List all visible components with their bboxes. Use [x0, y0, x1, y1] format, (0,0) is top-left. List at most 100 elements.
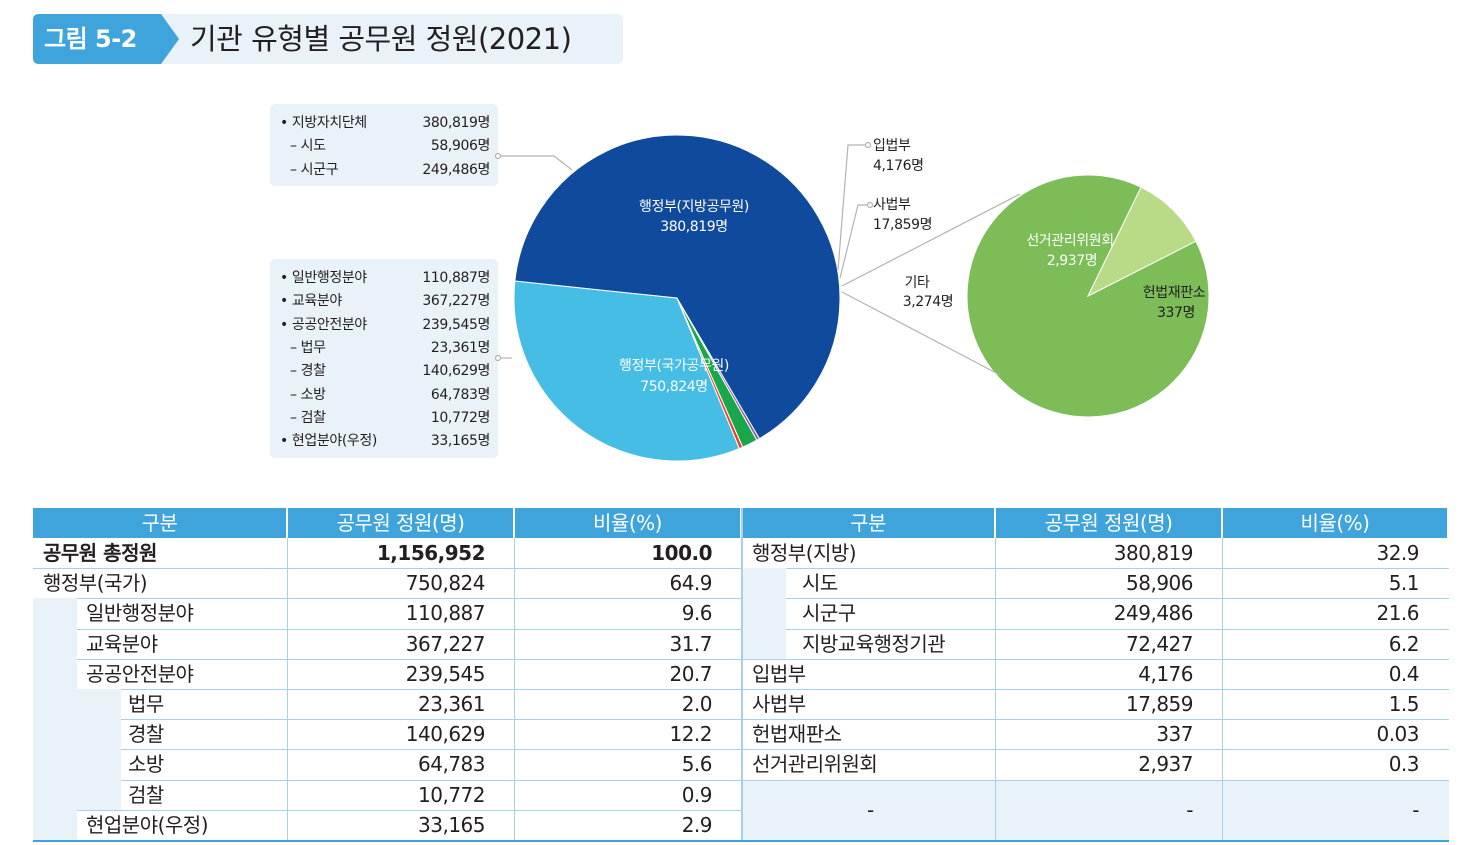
table-row-ratio: 100.0	[651, 541, 712, 565]
table-row-label: 지방교육행정기관	[802, 631, 946, 656]
national-government-info-box: • 일반행정분야 110,887명 • 교육분야 367,227명 • 공공안전분야 23…	[270, 259, 498, 458]
info-row: – 시군구 249,486명	[270, 159, 498, 181]
info-row-label: • 지방자치단체	[280, 115, 367, 131]
leader-dot	[864, 141, 872, 149]
table-row-value: 367,227	[405, 631, 486, 656]
row-divider	[77, 598, 742, 600]
info-row-value: 380,819명	[422, 115, 490, 131]
info-row-value: 140,629명	[422, 363, 490, 380]
info-row: • 공공안전분야 239,545명	[270, 314, 498, 336]
info-row-value: 367,227명	[422, 293, 490, 310]
table-row-value: 33,165	[418, 812, 485, 837]
leader-judicial	[839, 204, 870, 279]
slice-label-value: 3,274명	[903, 294, 954, 310]
row-divider	[742, 658, 1449, 660]
row-divider	[77, 809, 742, 811]
table-row-ratio: 32.9	[1376, 541, 1419, 565]
table-row-value: 337	[1156, 722, 1193, 747]
info-row-label: – 경찰	[290, 363, 326, 380]
info-row: • 교육분야 367,227명	[270, 290, 498, 312]
info-row-value: 23,361명	[430, 339, 490, 356]
figure-number: 그림 5-2	[44, 25, 137, 53]
info-row-label: • 일반행정분야	[280, 270, 367, 286]
table-row-value: 140,629	[405, 722, 486, 747]
table-row-ratio: 0.9	[681, 782, 713, 807]
indent-band	[77, 689, 121, 810]
table-row-ratio: 0.03	[1376, 722, 1419, 747]
column-divider	[1222, 538, 1223, 840]
pie-slice	[514, 134, 841, 440]
table-row-value: 72,427	[1126, 631, 1193, 656]
slice-label-value: 750,824명	[640, 379, 708, 395]
info-row: • 지방자치단체 380,819명	[270, 112, 498, 134]
row-divider	[742, 779, 1449, 781]
info-row-value: 239,545명	[422, 316, 490, 333]
info-row-value: 33,165명	[430, 433, 490, 450]
table-row-label: 교육분야	[86, 631, 158, 656]
indent-band	[33, 598, 77, 840]
table-row-ratio: 2.9	[681, 812, 713, 837]
table-row-label: 행정부(지방)	[752, 541, 857, 565]
slice-label-value: 17,859명	[873, 217, 932, 233]
table-row-value: 249,486	[1113, 601, 1194, 626]
info-row-label: – 시군구	[290, 161, 339, 178]
table-row-label: 사법부	[752, 692, 806, 716]
table-header-cell: 공무원 정원(명)	[288, 508, 513, 538]
column-divider	[995, 538, 996, 840]
row-divider	[742, 719, 1449, 721]
info-row-value: 10,772명	[430, 409, 490, 426]
row-divider	[742, 749, 1449, 751]
row-divider	[77, 628, 742, 630]
table-row-value: 380,819	[1113, 541, 1194, 565]
column-divider	[741, 508, 743, 840]
row-divider	[121, 749, 742, 751]
figure-badge	[33, 14, 179, 64]
table-row-value: 17,859	[1126, 692, 1193, 716]
row-divider	[33, 568, 742, 570]
slice-label-value: 337명	[1157, 305, 1195, 321]
empty-band	[742, 779, 1449, 840]
table-row-label: 선거관리위원회	[752, 752, 878, 777]
table-row-value: -	[1186, 797, 1193, 822]
table-header-cell: 구분	[742, 508, 994, 538]
table-row-ratio: 20.7	[669, 661, 712, 686]
table-row-label: 헌법재판소	[752, 722, 842, 747]
table-header-cell: 비율(%)	[1223, 508, 1447, 538]
info-row-value: 64,783명	[430, 386, 490, 403]
info-row-value: 110,887명	[422, 270, 490, 286]
table-row-label: 공공안전분야	[86, 661, 194, 686]
info-row-value: 58,906명	[430, 138, 490, 155]
table-row-value: 1,156,952	[376, 541, 486, 565]
info-row: – 소방 64,783명	[270, 384, 498, 406]
pie-slice	[513, 280, 741, 462]
leader-legislative	[837, 144, 868, 271]
table-row-ratio: 9.6	[681, 601, 713, 626]
leader-dot	[494, 152, 502, 160]
slice-label-name: 기타	[905, 275, 930, 291]
table-row-label: 시도	[802, 571, 838, 596]
connector-line	[841, 291, 1001, 376]
info-row: • 일반행정분야 110,887명	[270, 267, 498, 289]
table-row-label: 현업분야(우정)	[86, 812, 209, 837]
row-divider	[121, 689, 742, 690]
info-row-value: 249,486명	[422, 161, 490, 178]
leader-lines	[494, 141, 1021, 376]
table-bottom-rule	[33, 840, 1449, 842]
table-row-label: 일반행정분야	[86, 601, 194, 626]
table-row-ratio: 64.9	[669, 571, 712, 596]
table-row-value: 239,545	[405, 661, 486, 686]
slice-label-value: 4,176명	[873, 158, 924, 174]
main-pie	[513, 134, 841, 462]
info-row: – 경찰 140,629명	[270, 360, 498, 382]
indent-band	[742, 568, 786, 659]
table-row-label: 소방	[128, 752, 164, 777]
info-row: • 현업분야(우정) 33,165명	[270, 430, 498, 452]
table-row-ratio: 31.7	[669, 631, 712, 656]
table-row-value: 10,772	[418, 782, 485, 807]
table-row-label: 법무	[128, 692, 164, 716]
table-row-ratio: 2.0	[681, 692, 713, 716]
column-divider	[514, 538, 515, 840]
info-row-label: – 시도	[290, 138, 326, 155]
